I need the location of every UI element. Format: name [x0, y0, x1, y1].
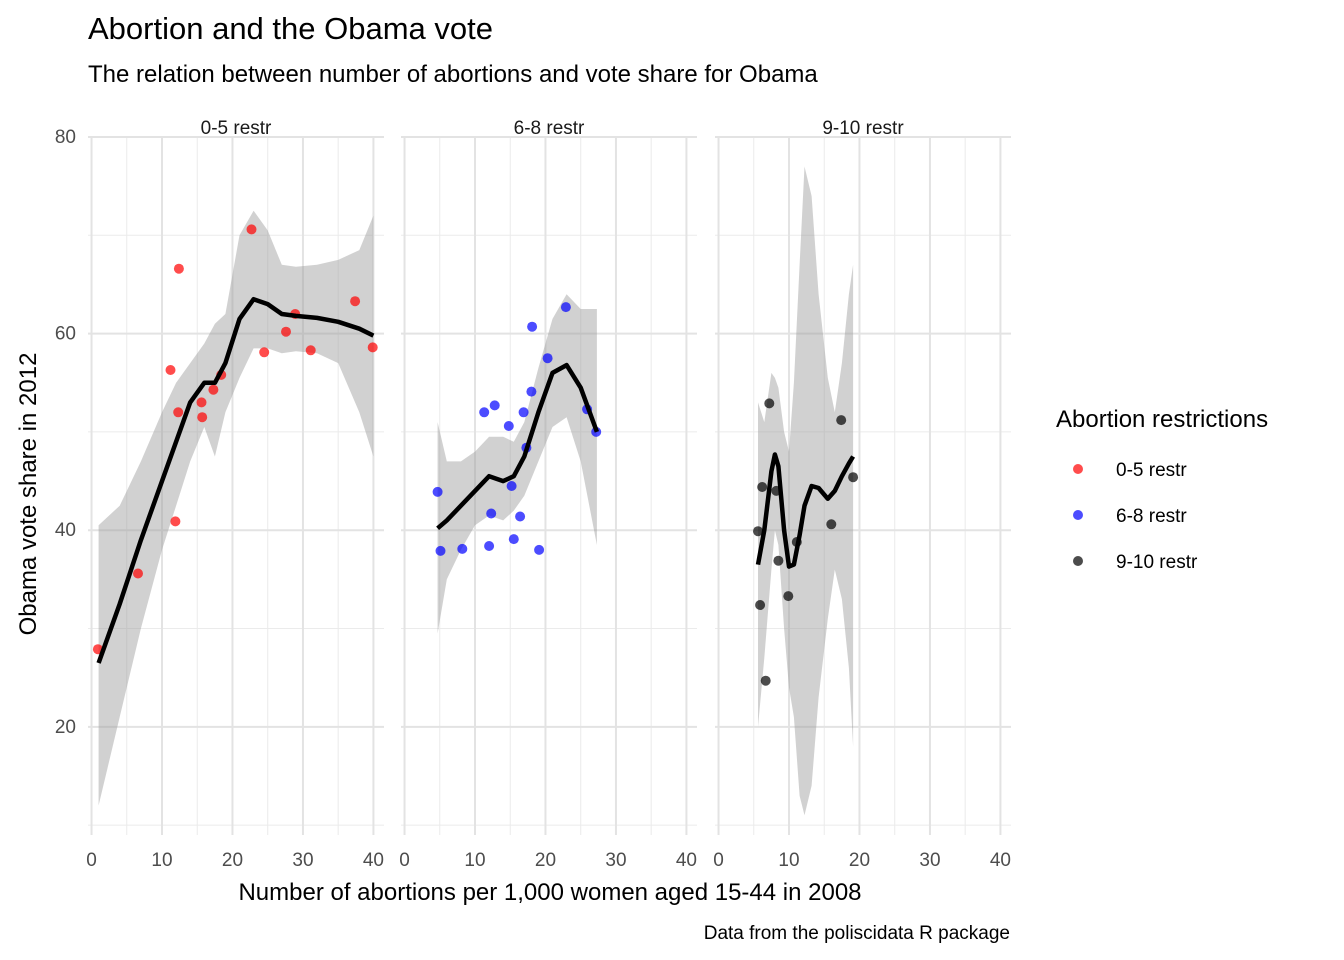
data-point [527, 321, 538, 332]
chart-title: Abortion and the Obama vote [88, 11, 493, 46]
data-point [764, 398, 775, 409]
data-point [503, 421, 514, 431]
y-tick-label: 60 [55, 324, 76, 345]
confidence-ribbon [758, 166, 854, 816]
data-point [560, 302, 571, 313]
x-tick-label: 40 [676, 850, 697, 871]
data-point [757, 482, 768, 492]
x-tick-label: 0 [86, 850, 97, 871]
data-point [479, 407, 490, 418]
x-tick-label: 30 [292, 850, 313, 871]
legend-key [1073, 556, 1083, 566]
legend-label: 0-5 restr [1116, 460, 1187, 481]
x-tick-label: 20 [535, 850, 556, 871]
data-point [367, 342, 378, 353]
facet-panel: 0-5 restr 0 10 20 30 40 [86, 118, 384, 871]
y-tick-label: 40 [55, 520, 76, 541]
data-point [350, 296, 361, 307]
facet-strip-label: 0-5 restr [201, 118, 272, 139]
x-tick-label: 20 [849, 850, 870, 871]
smooth-line [755, 452, 856, 569]
x-tick-label: 20 [222, 850, 243, 871]
legend-item: 9-10 restr [1073, 552, 1198, 573]
data-point [281, 326, 291, 337]
data-point [836, 415, 847, 426]
legend-item: 0-5 restr [1073, 460, 1187, 481]
x-tick-label: 10 [778, 850, 799, 871]
data-point [173, 263, 184, 274]
legend-title: Abortion restrictions [1056, 406, 1268, 433]
x-tick-label: 10 [151, 850, 172, 871]
data-point [518, 407, 529, 418]
x-tick-label: 40 [990, 850, 1011, 871]
y-tick-label: 20 [55, 717, 76, 738]
y-axis-ticks: 20 40 60 80 [55, 127, 76, 738]
data-point [773, 555, 784, 566]
data-point [133, 568, 143, 579]
data-point [489, 400, 500, 411]
data-point [755, 600, 766, 610]
x-tick-label: 0 [399, 850, 410, 871]
legend-key [1073, 464, 1083, 474]
data-point [783, 591, 794, 602]
x-tick-label: 10 [464, 850, 485, 871]
legend-label: 9-10 restr [1116, 552, 1198, 573]
x-tick-label: 0 [713, 850, 724, 871]
data-point [208, 384, 219, 395]
legend-items: 0-5 restr 6-8 restr 9-10 restr [1073, 460, 1198, 573]
x-tick-label: 30 [919, 850, 940, 871]
data-point [760, 675, 771, 686]
data-point [848, 472, 859, 483]
data-point [753, 526, 763, 537]
y-tick-label: 80 [55, 127, 76, 148]
data-point [526, 386, 537, 397]
legend-item: 6-8 restr [1073, 506, 1187, 527]
data-point [508, 534, 519, 545]
data-point [259, 347, 270, 358]
data-point [486, 508, 497, 519]
x-axis-label: Number of abortions per 1,000 women aged… [238, 879, 861, 906]
data-point [515, 511, 526, 522]
data-point [170, 516, 181, 527]
confidence-ribbon [98, 210, 374, 806]
facet-panel: 6-8 restr 0 10 20 30 40 [399, 118, 697, 871]
data-point [506, 481, 517, 491]
gridlines [715, 136, 1011, 835]
legend-label: 6-8 restr [1116, 506, 1187, 527]
gridlines [88, 136, 384, 835]
data-point [246, 224, 257, 235]
smooth-line [96, 296, 375, 664]
data-point [826, 519, 837, 530]
data-point [435, 545, 446, 556]
legend-key [1073, 510, 1083, 520]
facet-panel: 9-10 restr 0 10 20 30 40 [713, 118, 1011, 871]
smooth-line [436, 362, 600, 531]
data-point [165, 365, 176, 375]
data-point [196, 397, 207, 408]
data-point [197, 412, 208, 423]
confidence-ribbon [437, 294, 597, 634]
y-axis-label: Obama vote share in 2012 [15, 353, 42, 636]
chart-subtitle: The relation between number of abortions… [88, 61, 818, 88]
data-point [457, 543, 468, 554]
x-tick-label: 40 [363, 850, 384, 871]
data-point [432, 486, 443, 497]
caption: Data from the poliscidata R package [704, 923, 1010, 944]
data-point [534, 544, 545, 555]
data-point [542, 353, 553, 364]
legend: Abortion restrictions 0-5 restr 6-8 restr… [1056, 406, 1268, 573]
data-point [305, 345, 316, 356]
x-tick-label: 30 [605, 850, 626, 871]
data-point [484, 541, 495, 551]
gridlines [401, 136, 697, 835]
facet-strip-label: 9-10 restr [822, 118, 904, 139]
data-point [173, 407, 184, 418]
facet-strip-label: 6-8 restr [514, 118, 585, 139]
